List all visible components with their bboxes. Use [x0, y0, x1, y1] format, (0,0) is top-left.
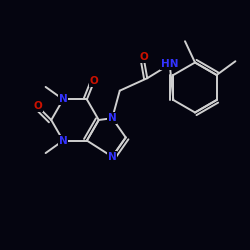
- Text: N: N: [59, 94, 68, 104]
- Text: O: O: [139, 52, 148, 62]
- Text: N: N: [59, 136, 68, 145]
- Text: N: N: [108, 152, 117, 162]
- Text: O: O: [90, 76, 99, 86]
- Text: O: O: [33, 101, 42, 111]
- Text: HN: HN: [161, 60, 178, 70]
- Text: N: N: [108, 113, 117, 123]
